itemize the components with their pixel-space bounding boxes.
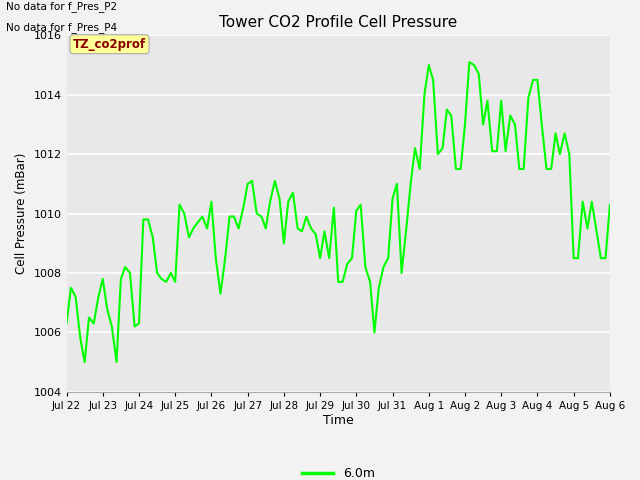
Text: No data for f_Pres_P4: No data for f_Pres_P4 bbox=[6, 23, 118, 34]
Text: No data for f_Pres_P2: No data for f_Pres_P2 bbox=[6, 1, 118, 12]
Text: TZ_co2prof: TZ_co2prof bbox=[73, 38, 146, 51]
X-axis label: Time: Time bbox=[323, 414, 353, 427]
Legend: 6.0m: 6.0m bbox=[296, 462, 380, 480]
Y-axis label: Cell Pressure (mBar): Cell Pressure (mBar) bbox=[15, 153, 28, 274]
Title: Tower CO2 Profile Cell Pressure: Tower CO2 Profile Cell Pressure bbox=[219, 15, 458, 30]
